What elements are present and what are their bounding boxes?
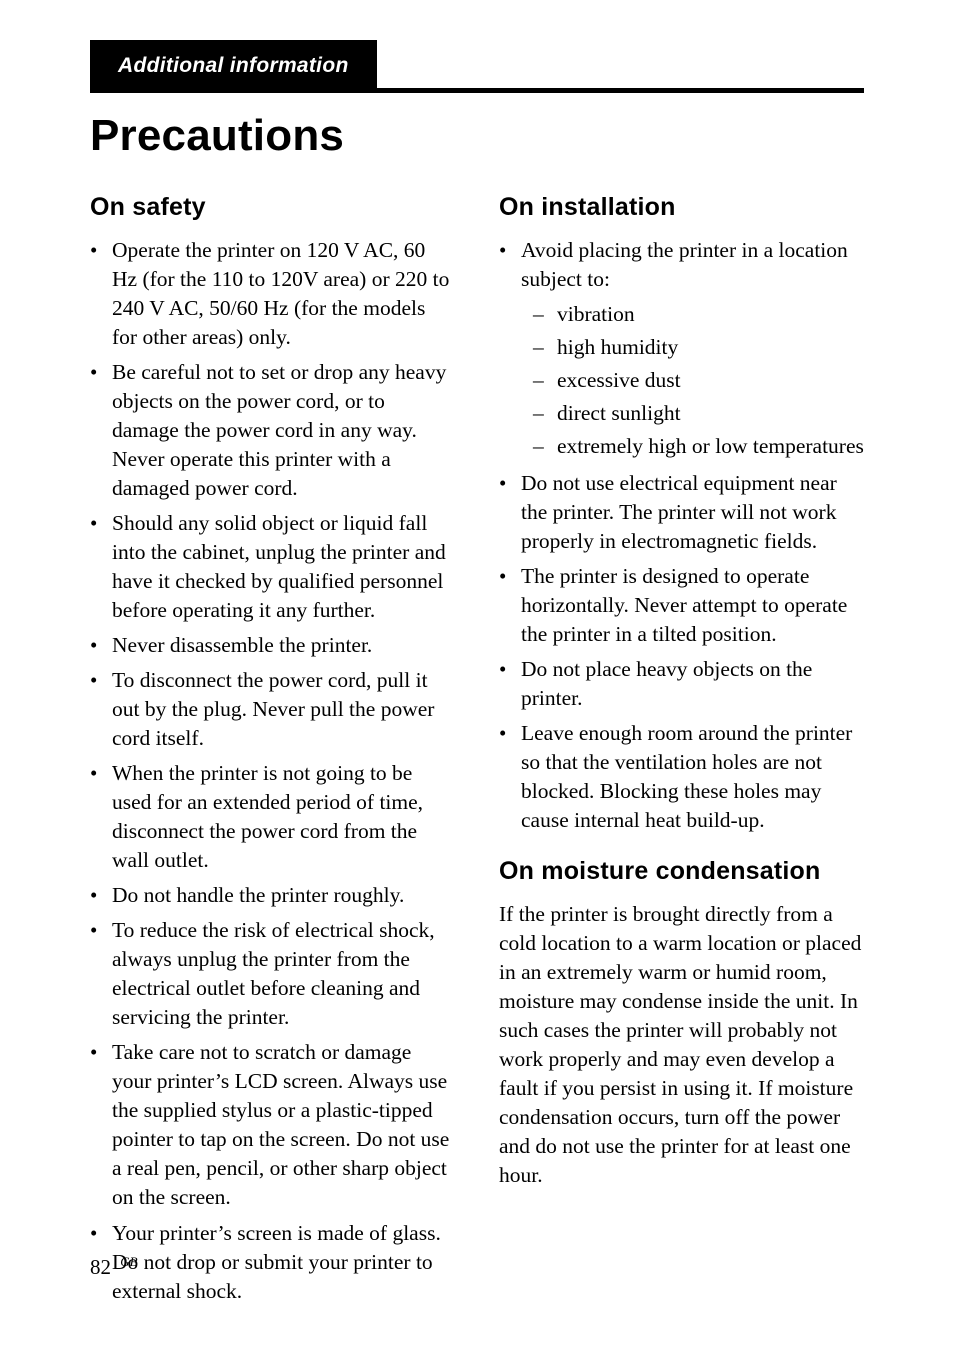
installation-list: Avoid placing the printer in a location … — [499, 236, 864, 835]
list-item: Never disassemble the printer. — [90, 631, 455, 660]
sublist-item: vibration — [521, 300, 864, 329]
list-item-text: Avoid placing the printer in a location … — [521, 238, 848, 291]
sublist-item: excessive dust — [521, 366, 864, 395]
sublist-item: high humidity — [521, 333, 864, 362]
list-item: The printer is designed to operate horiz… — [499, 562, 864, 649]
list-item: Be careful not to set or drop any heavy … — [90, 358, 455, 503]
sublist-item: direct sunlight — [521, 399, 864, 428]
list-item: Do not place heavy objects on the printe… — [499, 655, 864, 713]
list-item-text: When the printer is not going to be used… — [112, 761, 423, 872]
page-footer: 82 GB — [90, 1254, 138, 1280]
list-item-text: Do not place heavy objects on the printe… — [521, 657, 812, 710]
moisture-paragraph: If the printer is brought directly from … — [499, 900, 864, 1190]
section-heading-safety: On safety — [90, 193, 455, 222]
section-tab: Additional information — [90, 40, 377, 88]
manual-page: Additional information Precautions On sa… — [0, 0, 954, 1352]
list-item-text: The printer is designed to operate horiz… — [521, 564, 847, 646]
list-item: To disconnect the power cord, pull it ou… — [90, 666, 455, 753]
list-item: Avoid placing the printer in a location … — [499, 236, 864, 461]
sublist-item: extremely high or low temperatures — [521, 432, 864, 461]
list-item: To reduce the risk of electrical shock, … — [90, 916, 455, 1032]
section-heading-moisture: On moisture condensation — [499, 857, 864, 886]
list-item-text: Should any solid object or liquid fall i… — [112, 511, 446, 622]
section-heading-installation: On installation — [499, 193, 864, 222]
horizontal-rule — [90, 88, 864, 93]
locale-badge: GB — [120, 1254, 137, 1269]
list-item: When the printer is not going to be used… — [90, 759, 455, 875]
two-column-layout: On safety Operate the printer on 120 V A… — [90, 187, 864, 1312]
list-item-text: Operate the printer on 120 V AC, 60 Hz (… — [112, 238, 449, 349]
page-number: 82 — [90, 1255, 111, 1279]
page-title: Precautions — [90, 111, 864, 161]
list-item-text: To disconnect the power cord, pull it ou… — [112, 668, 434, 750]
list-item-text: Leave enough room around the printer so … — [521, 721, 852, 832]
list-item-text: Be careful not to set or drop any heavy … — [112, 360, 446, 500]
list-item-text: Do not use electrical equipment near the… — [521, 471, 837, 553]
list-item: Leave enough room around the printer so … — [499, 719, 864, 835]
list-item: Do not handle the printer roughly. — [90, 881, 455, 910]
list-item-text: Do not handle the printer roughly. — [112, 883, 404, 907]
left-column: On safety Operate the printer on 120 V A… — [90, 187, 455, 1312]
list-item-text: Never disassemble the printer. — [112, 633, 372, 657]
list-item-text: Take care not to scratch or damage your … — [112, 1040, 449, 1209]
list-item: Do not use electrical equipment near the… — [499, 469, 864, 556]
list-item: Take care not to scratch or damage your … — [90, 1038, 455, 1212]
section-tab-label: Additional information — [118, 54, 349, 77]
list-item-text: To reduce the risk of electrical shock, … — [112, 918, 435, 1029]
list-item-text: Your printer’s screen is made of glass. … — [112, 1221, 441, 1303]
safety-list: Operate the printer on 120 V AC, 60 Hz (… — [90, 236, 455, 1306]
list-item: Operate the printer on 120 V AC, 60 Hz (… — [90, 236, 455, 352]
list-item: Should any solid object or liquid fall i… — [90, 509, 455, 625]
installation-sublist: vibration high humidity excessive dust d… — [521, 300, 864, 461]
list-item: Your printer’s screen is made of glass. … — [90, 1219, 455, 1306]
right-column: On installation Avoid placing the printe… — [499, 187, 864, 1312]
